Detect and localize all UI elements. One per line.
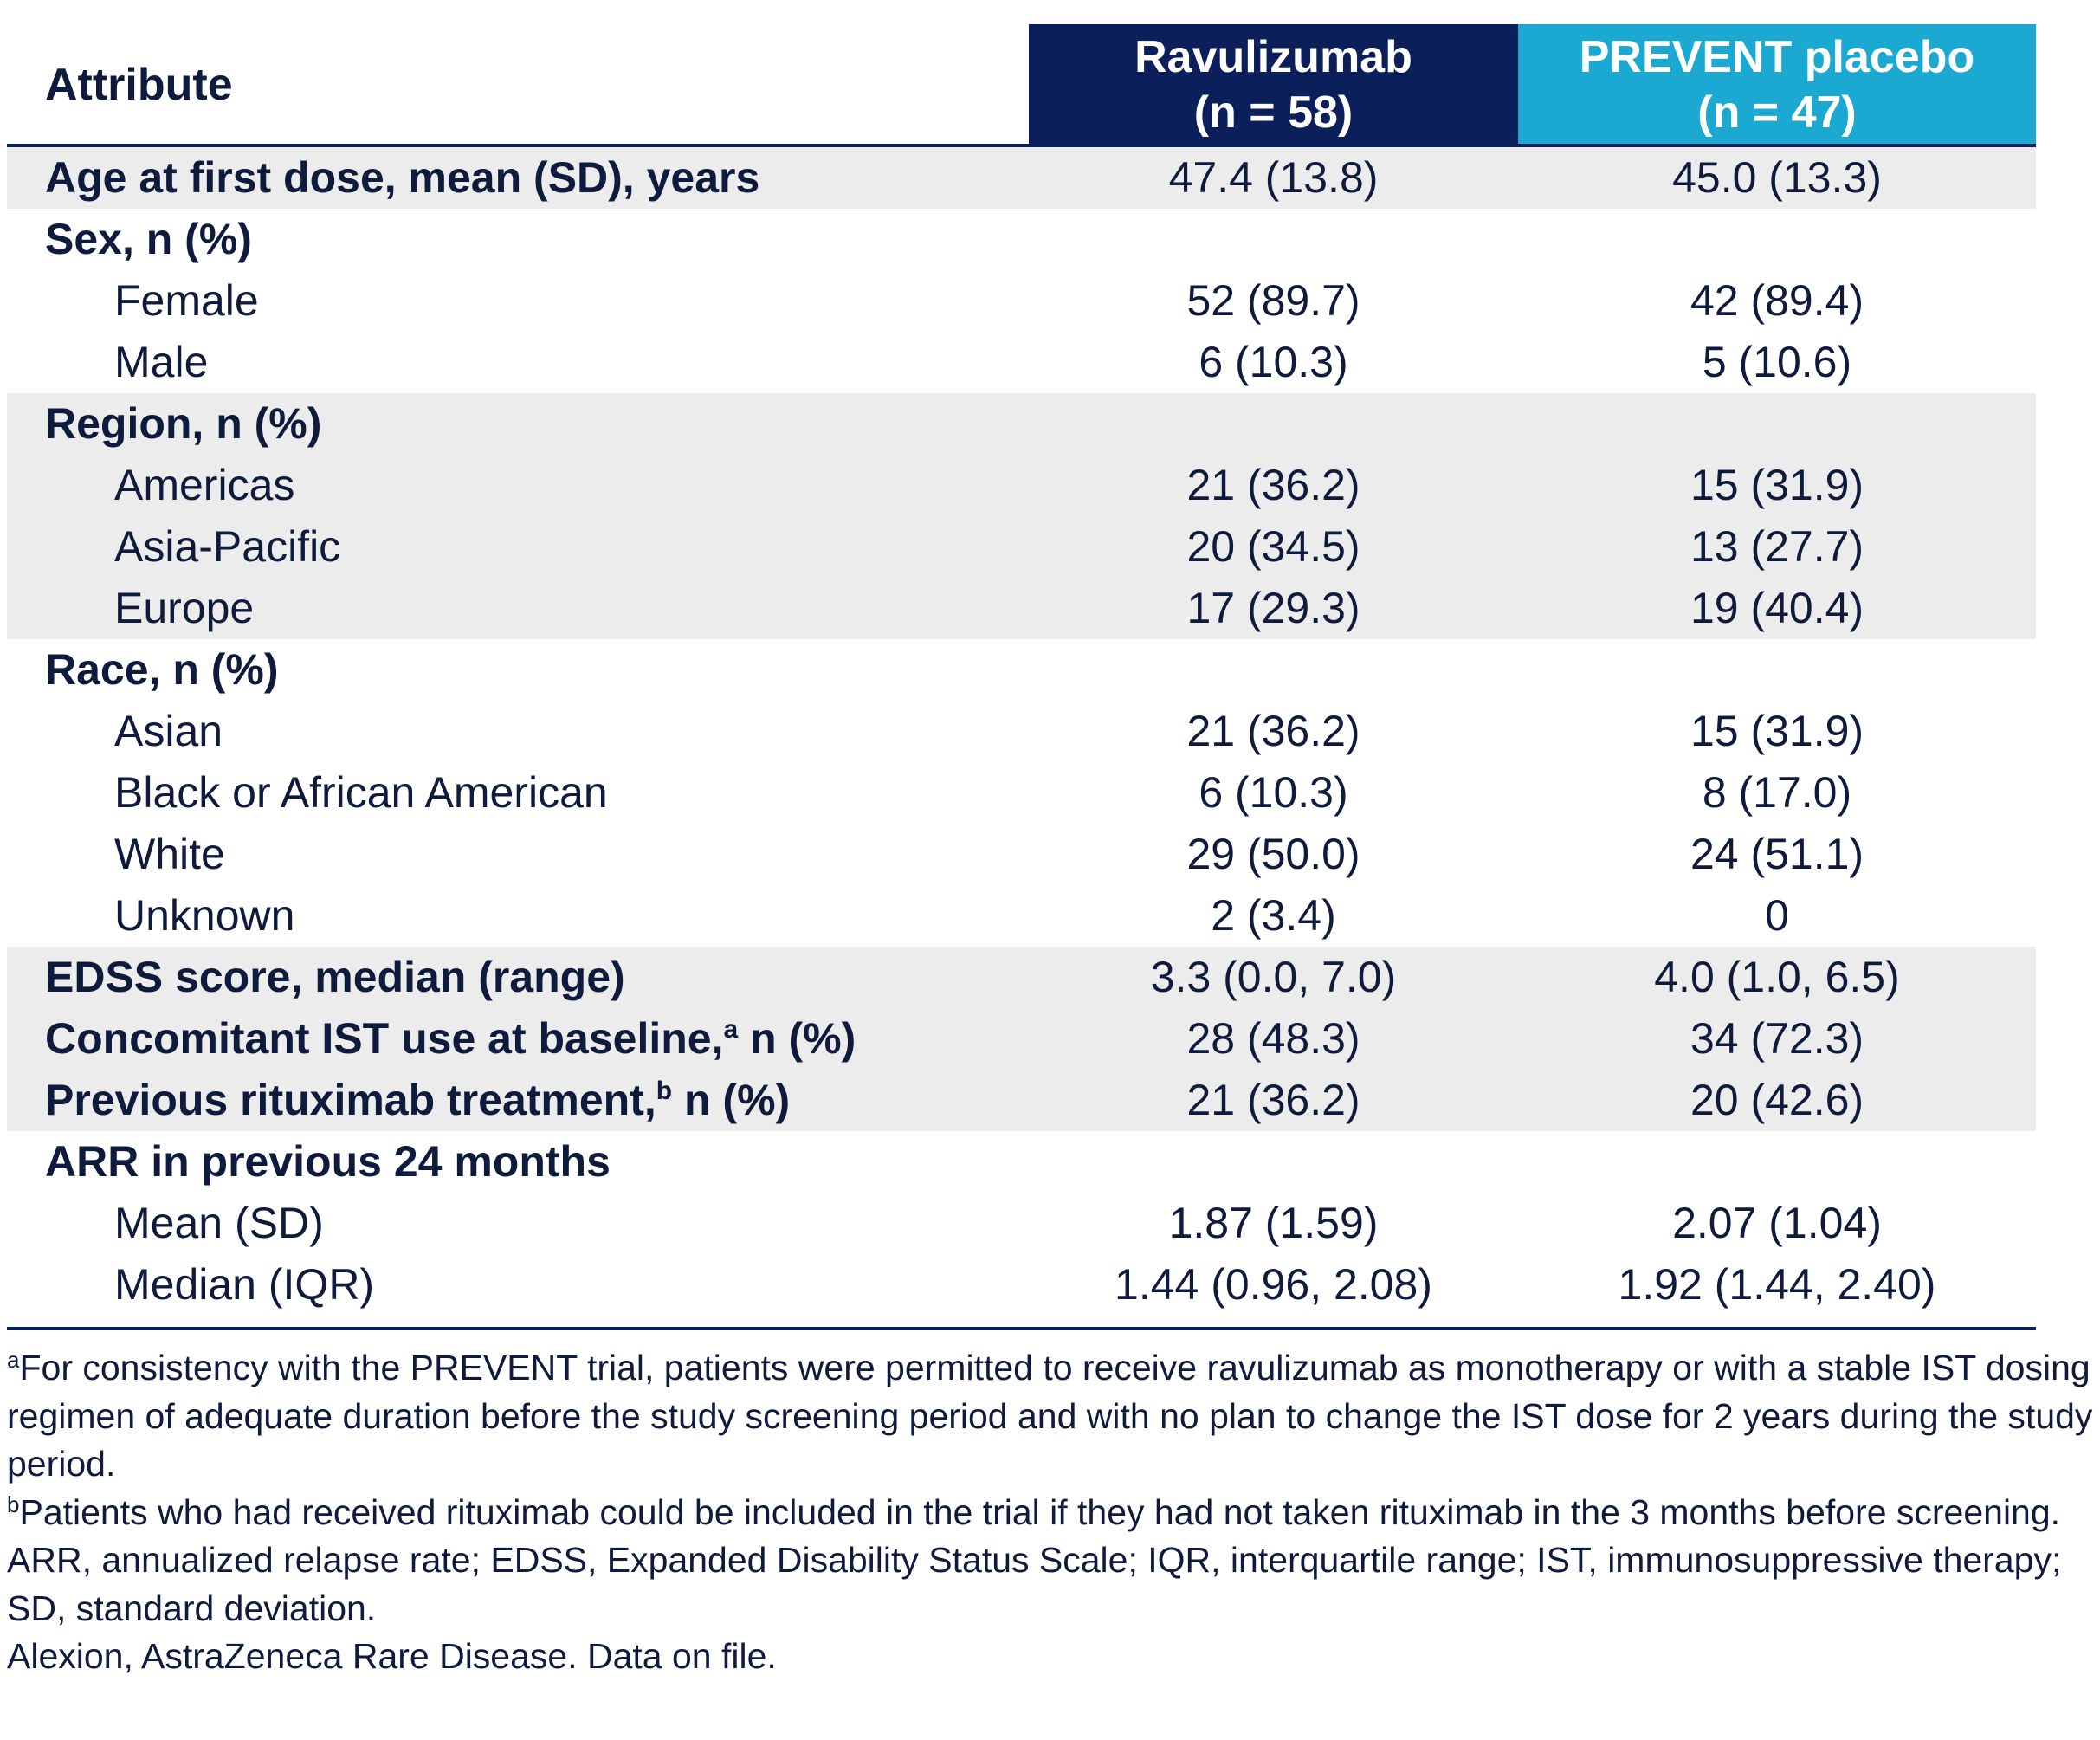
ravulizumab-header-n: (n = 58) — [1193, 87, 1354, 138]
row-label: Male — [114, 338, 209, 386]
attribute-header: Attribute — [45, 60, 233, 110]
ravulizumab-value: 47.4 (13.8) — [1168, 153, 1379, 202]
placebo-value: 24 (51.1) — [1690, 830, 1864, 878]
ravulizumab-value: 2 (3.4) — [1211, 891, 1336, 940]
table-bottom-divider — [7, 1327, 2036, 1330]
ravulizumab-value: 3.3 (0.0, 7.0) — [1150, 953, 1397, 1001]
ravulizumab-value: 6 (10.3) — [1199, 768, 1348, 817]
placebo-value: 20 (42.6) — [1690, 1076, 1864, 1124]
ravulizumab-value: 1.44 (0.96, 2.08) — [1115, 1260, 1432, 1309]
footnote-a-text: For consistency with the PREVENT trial, … — [7, 1348, 2093, 1484]
row-label-text: Previous rituximab treatment, — [45, 1076, 656, 1124]
ravulizumab-value: 52 (89.7) — [1186, 276, 1360, 325]
row-label: Asia-Pacific — [114, 522, 341, 571]
row-label: Black or African American — [114, 768, 608, 817]
row-label: ARR in previous 24 months — [45, 1137, 611, 1186]
table-row-sex: Sex, n (%) — [7, 209, 2036, 270]
placebo-header-name: PREVENT placebo — [1579, 32, 1975, 82]
row-label: Median (IQR) — [114, 1260, 375, 1309]
table-row-white: White 29 (50.0) 24 (51.1) — [7, 824, 2036, 885]
row-label: White — [114, 830, 225, 878]
ravulizumab-header: Ravulizumab (n = 58) — [1029, 24, 1518, 146]
placebo-value: 8 (17.0) — [1702, 768, 1852, 817]
row-label: Asian — [114, 707, 223, 755]
placebo-value: 15 (31.9) — [1690, 707, 1864, 755]
ravulizumab-value: 21 (36.2) — [1186, 707, 1360, 755]
footnote-b: bPatients who had received rituximab cou… — [7, 1489, 2094, 1537]
table-row-ist: Concomitant IST use at baseline,a n (%) … — [7, 1008, 2036, 1070]
placebo-value: 34 (72.3) — [1690, 1014, 1864, 1063]
placebo-value: 5 (10.6) — [1702, 338, 1852, 386]
table-row-americas: Americas 21 (36.2) 15 (31.9) — [7, 455, 2036, 516]
table-row-arr-mean: Mean (SD) 1.87 (1.59) 2.07 (1.04) — [7, 1193, 2036, 1254]
placebo-value: 4.0 (1.0, 6.5) — [1654, 953, 1900, 1001]
footnote-a-marker: a — [7, 1347, 20, 1373]
ravulizumab-value: 21 (36.2) — [1186, 1076, 1360, 1124]
row-label-text: Concomitant IST use at baseline, — [45, 1014, 724, 1063]
placebo-header: PREVENT placebo (n = 47) — [1518, 24, 2036, 146]
table-row-unknown: Unknown 2 (3.4) 0 — [7, 885, 2036, 947]
footnote-a: aFor consistency with the PREVENT trial,… — [7, 1344, 2094, 1489]
placebo-value: 2.07 (1.04) — [1672, 1199, 1882, 1247]
row-label: Sex, n (%) — [45, 215, 252, 263]
footnote-marker-b: b — [656, 1077, 673, 1105]
table-row-arr: ARR in previous 24 months — [7, 1131, 2036, 1193]
table-row-asia-pacific: Asia-Pacific 20 (34.5) 13 (27.7) — [7, 516, 2036, 578]
ravulizumab-value: 28 (48.3) — [1186, 1014, 1360, 1063]
ravulizumab-value: 1.87 (1.59) — [1168, 1199, 1379, 1247]
header-divider — [7, 144, 2036, 147]
placebo-value: 0 — [1765, 891, 1789, 940]
table-row-race: Race, n (%) — [7, 639, 2036, 701]
footnote-b-marker: b — [7, 1491, 20, 1517]
footnotes: aFor consistency with the PREVENT trial,… — [7, 1344, 2094, 1681]
row-label: Mean (SD) — [114, 1199, 324, 1247]
row-label: Female — [114, 276, 259, 325]
row-label: Americas — [114, 461, 295, 509]
row-label: EDSS score, median (range) — [45, 953, 625, 1001]
ravulizumab-value: 17 (29.3) — [1186, 584, 1360, 632]
row-label: Europe — [114, 584, 255, 632]
table-row-rituximab: Previous rituximab treatment,b n (%) 21 … — [7, 1070, 2036, 1131]
table-row-europe: Europe 17 (29.3) 19 (40.4) — [7, 578, 2036, 639]
ravulizumab-value: 29 (50.0) — [1186, 830, 1360, 878]
row-label: Previous rituximab treatment,b n (%) — [45, 1070, 790, 1131]
table-row-male: Male 6 (10.3) 5 (10.6) — [7, 332, 2036, 393]
row-label: Age at first dose, mean (SD), years — [45, 153, 760, 202]
ravulizumab-value: 6 (10.3) — [1199, 338, 1348, 386]
placebo-value: 19 (40.4) — [1690, 584, 1864, 632]
ravulizumab-value: 20 (34.5) — [1186, 522, 1360, 571]
row-label: Region, n (%) — [45, 399, 322, 448]
placebo-value: 42 (89.4) — [1690, 276, 1864, 325]
row-label: Unknown — [114, 891, 295, 940]
table-row-arr-median: Median (IQR) 1.44 (0.96, 2.08) 1.92 (1.4… — [7, 1254, 2036, 1316]
row-label: Race, n (%) — [45, 645, 279, 694]
data-source: Alexion, AstraZeneca Rare Disease. Data … — [7, 1636, 777, 1676]
table-row-asian: Asian 21 (36.2) 15 (31.9) — [7, 701, 2036, 762]
placebo-value: 13 (27.7) — [1690, 522, 1864, 571]
footnote-marker-a: a — [723, 1015, 739, 1044]
placebo-value: 45.0 (13.3) — [1672, 153, 1882, 202]
placebo-header-n: (n = 47) — [1697, 87, 1857, 138]
abbreviations: ARR, annualized relapse rate; EDSS, Expa… — [7, 1540, 2062, 1628]
row-label-suffix: n (%) — [738, 1014, 856, 1063]
table-row-region: Region, n (%) — [7, 393, 2036, 455]
table-row-black: Black or African American 6 (10.3) 8 (17… — [7, 762, 2036, 824]
placebo-value: 15 (31.9) — [1690, 461, 1864, 509]
table-row-female: Female 52 (89.7) 42 (89.4) — [7, 270, 2036, 332]
row-label: Concomitant IST use at baseline,a n (%) — [45, 1008, 856, 1070]
ravulizumab-header-name: Ravulizumab — [1134, 32, 1412, 82]
table-row-edss: EDSS score, median (range) 3.3 (0.0, 7.0… — [7, 947, 2036, 1008]
ravulizumab-value: 21 (36.2) — [1186, 461, 1360, 509]
placebo-value: 1.92 (1.44, 2.40) — [1618, 1260, 1936, 1309]
footnote-b-text: Patients who had received rituximab coul… — [19, 1491, 2061, 1532]
table-row-age: Age at first dose, mean (SD), years 47.4… — [7, 147, 2036, 209]
row-label-suffix: n (%) — [672, 1076, 791, 1124]
